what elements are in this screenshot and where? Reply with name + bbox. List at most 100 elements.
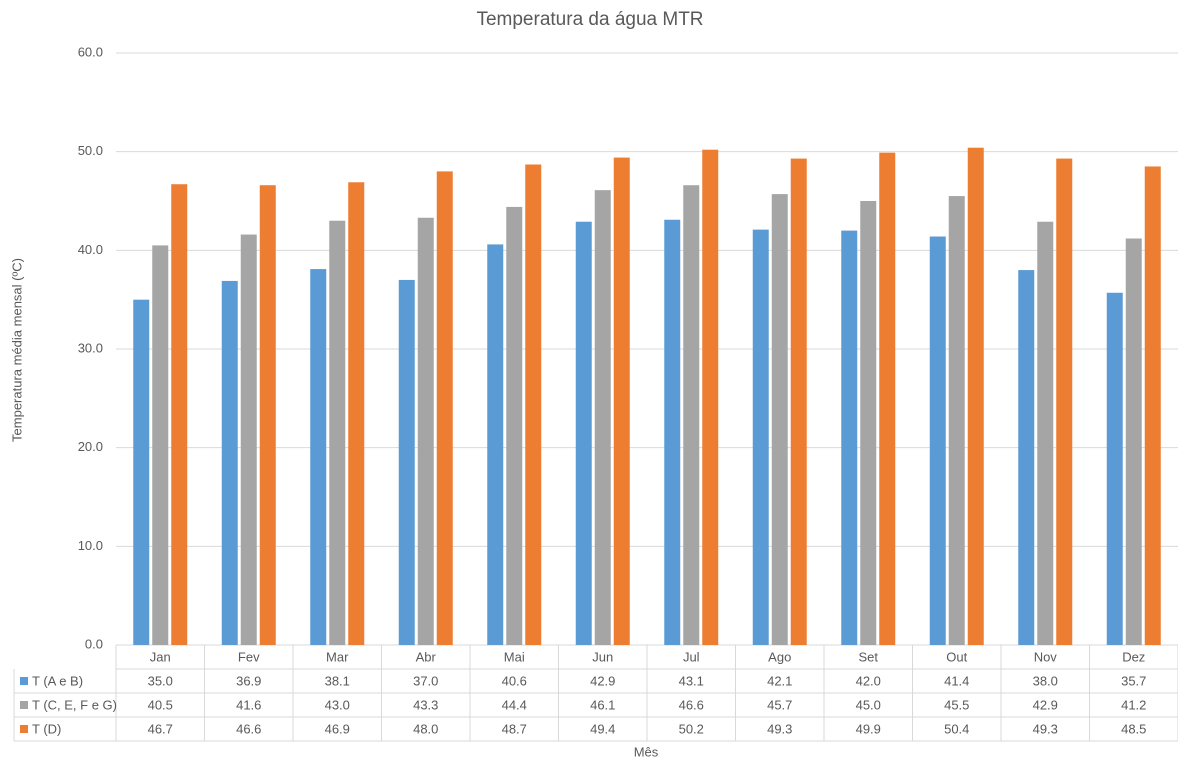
- bar: [398, 279, 415, 645]
- bar: [1125, 238, 1142, 645]
- bar: [348, 182, 365, 645]
- table-cell: 49.9: [856, 721, 881, 736]
- table-cell: 40.5: [148, 697, 173, 712]
- x-tick-label: Mai: [504, 649, 525, 664]
- bar: [240, 234, 257, 645]
- table-cell: 45.7: [767, 697, 792, 712]
- table-cell: 48.7: [502, 721, 527, 736]
- table-cell: 44.4: [502, 697, 527, 712]
- bar: [752, 229, 769, 645]
- legend-swatch: [20, 677, 28, 685]
- x-tick-label: Dez: [1122, 649, 1145, 664]
- table-cell: 38.0: [1033, 673, 1058, 688]
- table-cell: 49.3: [1033, 721, 1058, 736]
- table-cell: 41.2: [1121, 697, 1146, 712]
- table-cell: 36.9: [236, 673, 261, 688]
- bar: [879, 152, 896, 646]
- table-cell: 37.0: [413, 673, 438, 688]
- bar: [1106, 292, 1123, 645]
- table-cell: 49.3: [767, 721, 792, 736]
- y-axis-label: Temperatura média mensal (ºC): [9, 258, 24, 442]
- bar: [841, 230, 858, 645]
- x-tick-label: Set: [858, 649, 878, 664]
- table-cell: 42.9: [590, 673, 615, 688]
- bar: [948, 196, 965, 646]
- bar: [417, 217, 434, 646]
- table-cell: 41.4: [944, 673, 969, 688]
- x-tick-label: Jan: [150, 649, 171, 664]
- y-tick-label: 30.0: [78, 340, 103, 355]
- bar: [594, 190, 611, 645]
- bar: [329, 220, 346, 645]
- bar: [310, 269, 327, 645]
- x-tick-label: Ago: [768, 649, 791, 664]
- table-cell: 38.1: [325, 673, 350, 688]
- bar: [1144, 166, 1161, 645]
- bar: [1056, 158, 1073, 645]
- table-cell: 46.7: [148, 721, 173, 736]
- table-cell: 45.5: [944, 697, 969, 712]
- table-cell: 50.2: [679, 721, 704, 736]
- bar: [1018, 270, 1035, 645]
- bar: [221, 280, 238, 645]
- y-tick-label: 20.0: [78, 439, 103, 454]
- table-cell: 35.7: [1121, 673, 1146, 688]
- table-cell: 42.0: [856, 673, 881, 688]
- table-cell: 46.9: [325, 721, 350, 736]
- bar: [613, 157, 630, 645]
- x-tick-label: Nov: [1034, 649, 1058, 664]
- bar: [771, 194, 788, 646]
- y-tick-label: 0.0: [85, 636, 103, 651]
- x-axis-label: Mês: [634, 744, 659, 759]
- y-tick-label: 40.0: [78, 242, 103, 257]
- bar: [683, 185, 700, 646]
- bar: [664, 219, 681, 645]
- table-cell: 46.6: [236, 721, 261, 736]
- bar: [171, 184, 188, 645]
- chart-title: Temperatura da água MTR: [476, 9, 703, 30]
- table-cell: 43.1: [679, 673, 704, 688]
- table-cell: 49.4: [590, 721, 615, 736]
- legend-label: T (A e B): [32, 673, 83, 688]
- x-tick-label: Mar: [326, 649, 349, 664]
- bar: [152, 245, 169, 645]
- bar: [860, 201, 877, 645]
- table-cell: 48.0: [413, 721, 438, 736]
- table-cell: 46.1: [590, 697, 615, 712]
- bar: [525, 164, 542, 645]
- table-cell: 42.9: [1033, 697, 1058, 712]
- table-cell: 48.5: [1121, 721, 1146, 736]
- bar: [506, 206, 523, 646]
- bar: [1037, 221, 1054, 645]
- x-tick-label: Out: [946, 649, 967, 664]
- table-cell: 50.4: [944, 721, 969, 736]
- legend-swatch: [20, 701, 28, 709]
- legend-label: T (C, E, F e G): [32, 697, 117, 712]
- bar: [929, 236, 946, 645]
- bar: [133, 299, 150, 645]
- bar: [967, 147, 984, 645]
- y-tick-label: 10.0: [78, 538, 103, 553]
- bar: [702, 149, 719, 645]
- y-tick-label: 50.0: [78, 143, 103, 158]
- y-tick-label: 60.0: [78, 44, 103, 59]
- bar: [259, 185, 276, 646]
- table-cell: 45.0: [856, 697, 881, 712]
- table-cell: 41.6: [236, 697, 261, 712]
- table-cell: 40.6: [502, 673, 527, 688]
- table-cell: 46.6: [679, 697, 704, 712]
- table-cell: 43.0: [325, 697, 350, 712]
- table-cell: 35.0: [148, 673, 173, 688]
- legend-swatch: [20, 725, 28, 733]
- table-cell: 42.1: [767, 673, 792, 688]
- x-tick-label: Jun: [592, 649, 613, 664]
- table-cell: 43.3: [413, 697, 438, 712]
- x-tick-label: Jul: [683, 649, 700, 664]
- x-tick-label: Fev: [238, 649, 260, 664]
- bar: [487, 244, 504, 645]
- bar: [790, 158, 807, 645]
- legend-label: T (D): [32, 721, 61, 736]
- bar: [575, 221, 592, 645]
- bar: [436, 171, 453, 645]
